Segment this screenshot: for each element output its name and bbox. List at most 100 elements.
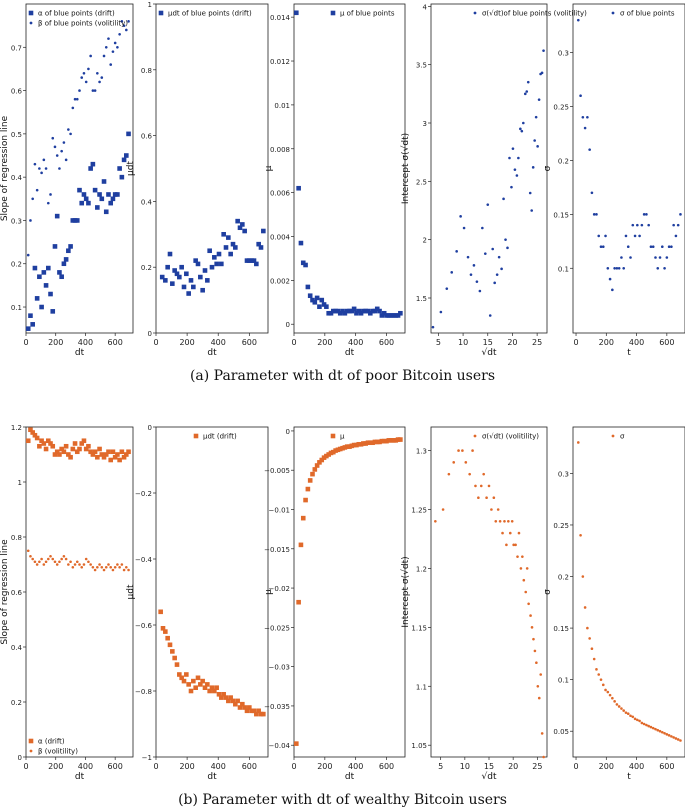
data-point-dot (534, 115, 538, 119)
data-point-dot (93, 89, 97, 92)
data-point-square (92, 449, 98, 455)
data-point-dot (464, 461, 468, 464)
y-tick-label: 0.1 (558, 677, 569, 685)
data-point-dot (459, 215, 462, 218)
data-point-dot (532, 637, 535, 641)
data-point-square (108, 200, 114, 206)
y-axis-label: μ (264, 589, 274, 595)
data-point-square (337, 446, 343, 452)
data-point-dot (104, 45, 108, 49)
data-point-square (351, 306, 357, 312)
data-point-square (296, 185, 301, 191)
data-point-square (374, 306, 380, 312)
data-point-square (244, 258, 250, 263)
data-point-dot (672, 736, 675, 739)
data-point-square (228, 251, 233, 257)
legend-label: σ(√dt)of blue points (volitility) (482, 10, 587, 18)
y-tick-label: −0.025 (264, 624, 290, 632)
y-tick-label: 3.5 (416, 62, 427, 70)
x-tick-label: 0 (153, 762, 158, 771)
legend-label: μ of blue points (340, 10, 395, 18)
data-point-square (48, 441, 53, 446)
data-point-dot (656, 728, 660, 732)
x-axis-label: t (627, 348, 631, 358)
data-point-square (251, 258, 257, 263)
data-point-square (384, 438, 389, 444)
data-point-dot (35, 563, 39, 566)
y-tick-label: 0.012 (270, 58, 290, 66)
y-tick-label: 1.2 (11, 424, 22, 432)
data-point-dot (613, 266, 616, 270)
data-point-square (324, 304, 329, 309)
data-point-dot (107, 563, 110, 566)
data-point-dot (617, 705, 621, 708)
data-point-dot (120, 563, 124, 566)
data-point-square (258, 245, 264, 250)
data-point-dot (75, 560, 79, 564)
data-point-square (310, 471, 315, 477)
data-point-dot (540, 732, 544, 735)
data-point-dot (517, 531, 521, 535)
data-point-square (386, 438, 392, 443)
data-point-dot (665, 733, 669, 736)
data-point-dot (42, 563, 46, 566)
legend-label: μdt of blue points (drift) (168, 10, 252, 18)
y-tick-label: 0.002 (270, 277, 290, 285)
legend-marker (330, 10, 336, 16)
data-point-dot (622, 709, 626, 712)
chart-panel-a-2: 0 200 400 600 0 0.2 0.4 0.6 0.8 1 dt μdt μdt of blue… (126, 1, 269, 358)
data-point-dot (111, 50, 115, 53)
data-point-square (340, 445, 345, 451)
data-point-square (90, 161, 96, 167)
data-point-dot (595, 668, 598, 671)
data-point-square (124, 153, 129, 158)
data-point-dot (91, 565, 95, 569)
data-point-square (388, 313, 394, 318)
data-point-square (200, 287, 205, 293)
data-point-dot (67, 563, 70, 566)
x-tick-label: 600 (242, 338, 257, 347)
data-point-dot (75, 97, 79, 101)
data-point-square (223, 695, 229, 700)
data-point-square (240, 701, 245, 707)
data-point-dot (638, 719, 641, 723)
plot-frame (572, 426, 685, 758)
data-point-square (39, 304, 44, 310)
y-tick-label: 0.2 (11, 261, 22, 269)
y-axis-label: μ (264, 165, 274, 171)
data-point-dot (604, 688, 607, 692)
data-point-square (393, 313, 399, 318)
data-point-square (258, 711, 264, 717)
data-point-square (296, 599, 301, 605)
y-tick-label: 0.3 (558, 470, 569, 478)
y-tick-label: 0.15 (553, 625, 569, 633)
y-tick-label: −0.035 (264, 703, 290, 711)
data-point-dot (503, 519, 506, 523)
data-point-dot (679, 739, 682, 742)
data-point-square (324, 453, 329, 459)
data-point-square (88, 449, 93, 455)
legend-marker (611, 11, 615, 15)
x-tick-label: 200 (317, 338, 332, 347)
data-point-square (372, 439, 378, 445)
data-point-dot (611, 288, 614, 292)
data-point-dot (40, 557, 43, 561)
data-point-square (314, 295, 320, 301)
data-point-dot (530, 209, 533, 212)
data-point-square (106, 192, 111, 197)
data-point-square (52, 452, 58, 457)
data-point-square (298, 240, 304, 246)
data-point-dot (636, 223, 639, 227)
data-point-square (79, 441, 85, 446)
y-tick-label: −0.015 (264, 546, 290, 554)
data-point-square (354, 310, 359, 316)
y-axis-label: Intercept σ(√dt) (400, 133, 411, 204)
data-point-square (124, 452, 129, 457)
data-point-dot (590, 191, 594, 195)
data-point-square (233, 701, 238, 707)
data-point-square (321, 455, 327, 460)
data-point-dot (82, 563, 86, 566)
data-point-square (184, 271, 189, 277)
x-axis-label: dt (345, 348, 355, 358)
